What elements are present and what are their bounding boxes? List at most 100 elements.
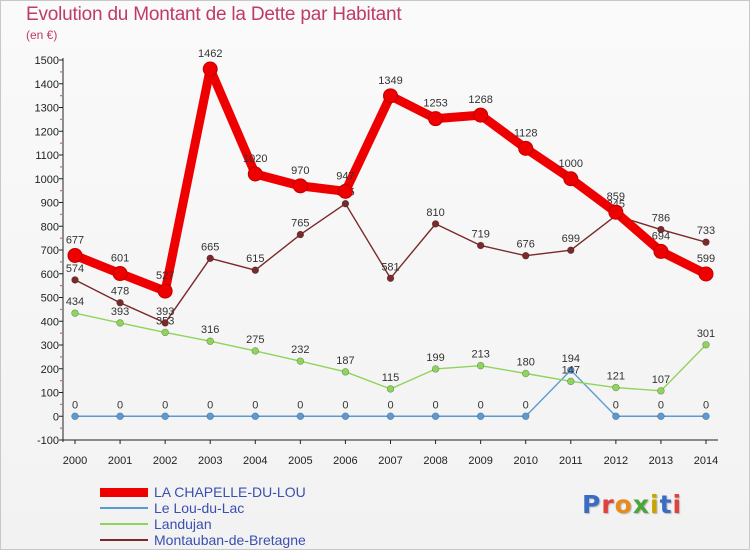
chart-unit-label: (en €) [26, 28, 58, 42]
data-point-landujan [702, 341, 710, 349]
legend-item: Montauban-de-Bretagne [100, 532, 400, 548]
x-tick-label: 2002 [153, 455, 177, 467]
y-tick-label: 100 [41, 388, 59, 400]
logo-letter: t [659, 490, 673, 519]
y-tick-label: 700 [41, 245, 59, 257]
legend-label: Montauban-de-Bretagne [154, 532, 306, 548]
data-label-le-lou-du-lac: 0 [387, 399, 393, 411]
data-point-montauban-de-bretagne [251, 266, 259, 274]
y-minor-tick [60, 427, 62, 429]
data-label-montauban-de-bretagne: 478 [111, 286, 129, 298]
x-tick-label: 2011 [559, 455, 583, 467]
data-point-landujan [71, 309, 79, 317]
data-label-landujan: 199 [426, 352, 444, 364]
proxiti-logo: Proxiti [582, 490, 682, 519]
x-tick-label: 2014 [694, 455, 718, 467]
y-tick-label: 600 [41, 269, 59, 281]
logo-letter: i [650, 490, 660, 519]
data-label-landujan: 121 [607, 371, 625, 383]
data-label-la-chapelle-du-lou: 601 [111, 253, 129, 265]
data-point-landujan [251, 347, 259, 355]
data-point-le-lou-du-lac [116, 412, 124, 420]
y-minor-tick [60, 403, 62, 406]
y-tick-label: 500 [41, 293, 59, 305]
data-point-le-lou-du-lac [702, 412, 710, 420]
data-label-landujan: 434 [66, 296, 84, 308]
y-minor-tick [60, 284, 62, 287]
logo-letter: P [582, 490, 602, 519]
data-point-landujan [567, 377, 575, 386]
data-point-le-lou-du-lac [567, 366, 575, 374]
data-label-landujan: 232 [291, 344, 309, 356]
data-label-montauban-de-bretagne: 719 [471, 228, 489, 240]
data-point-landujan [161, 328, 169, 337]
data-point-landujan [476, 361, 485, 370]
legend-item: LA CHAPELLE-DU-LOU [100, 484, 400, 500]
y-tick-label: -100 [37, 435, 59, 447]
data-label-le-lou-du-lac: 0 [342, 399, 348, 411]
data-point-montauban-de-bretagne [341, 199, 350, 208]
data-point-landujan [341, 368, 350, 376]
data-point-montauban-de-bretagne [702, 238, 710, 246]
data-point-montauban-de-bretagne [71, 276, 79, 284]
data-label-la-chapelle-du-lou: 859 [607, 191, 625, 203]
data-label-le-lou-du-lac: 0 [252, 399, 258, 411]
x-tick-label: 2008 [423, 455, 447, 467]
data-label-landujan: 213 [471, 349, 489, 361]
x-tick-label: 2000 [63, 455, 87, 467]
x-tick-label: 2003 [198, 455, 222, 467]
data-point-le-lou-du-lac [612, 412, 620, 420]
data-point-landujan [657, 387, 665, 395]
y-minor-tick [60, 142, 62, 144]
data-point-montauban-de-bretagne [386, 274, 395, 282]
y-tick-label: 1500 [35, 55, 59, 67]
data-label-le-lou-du-lac: 0 [523, 399, 529, 411]
data-point-la-chapelle-du-lou [608, 204, 624, 220]
y-tick-label: 200 [41, 364, 59, 376]
data-label-montauban-de-bretagne: 733 [697, 225, 715, 237]
legend-label: Landujan [154, 516, 212, 532]
data-label-montauban-de-bretagne: 676 [517, 239, 535, 251]
data-label-le-lou-du-lac: 0 [658, 399, 664, 411]
data-point-la-chapelle-du-lou [247, 166, 263, 182]
data-point-montauban-de-bretagne [657, 225, 665, 234]
y-tick-label: 1300 [35, 103, 59, 115]
data-label-landujan: 180 [517, 357, 535, 369]
data-point-la-chapelle-du-lou [653, 243, 669, 259]
x-tick-label: 2010 [513, 455, 537, 467]
data-point-la-chapelle-du-lou [337, 183, 353, 199]
data-point-montauban-de-bretagne [476, 241, 485, 250]
data-point-landujan [296, 357, 305, 365]
data-point-la-chapelle-du-lou [518, 140, 534, 156]
data-label-la-chapelle-du-lou: 970 [291, 165, 309, 177]
data-point-le-lou-du-lac [161, 412, 169, 420]
y-tick-label: 1400 [35, 79, 59, 91]
data-point-le-lou-du-lac [341, 412, 350, 420]
data-point-la-chapelle-du-lou [67, 247, 83, 263]
y-minor-tick [60, 166, 62, 168]
data-point-le-lou-du-lac [386, 412, 395, 420]
logo-letter: o [614, 490, 633, 519]
legend-label: LA CHAPELLE-DU-LOU [154, 484, 306, 500]
logo-letter: x [632, 490, 650, 519]
legend-item: Landujan [100, 516, 400, 532]
data-label-landujan: 107 [652, 374, 670, 386]
data-point-landujan [116, 319, 124, 327]
data-point-le-lou-du-lac [296, 412, 305, 420]
y-tick-label: 1200 [35, 126, 59, 138]
data-point-le-lou-du-lac [206, 412, 214, 420]
data-point-le-lou-du-lac [71, 412, 79, 420]
legend-swatch [100, 539, 148, 541]
data-label-montauban-de-bretagne: 699 [562, 233, 580, 245]
data-label-la-chapelle-du-lou: 1253 [423, 98, 447, 110]
data-label-la-chapelle-du-lou: 1020 [243, 153, 267, 165]
y-minor-tick [60, 308, 62, 311]
data-point-la-chapelle-du-lou [473, 107, 489, 123]
data-label-montauban-de-bretagne: 615 [246, 253, 264, 265]
data-label-la-chapelle-du-lou: 599 [697, 253, 715, 265]
data-label-landujan: 147 [562, 364, 580, 376]
data-point-le-lou-du-lac [522, 412, 530, 420]
data-label-landujan: 393 [111, 306, 129, 318]
data-label-montauban-de-bretagne: 786 [652, 213, 670, 225]
x-tick-label: 2005 [288, 455, 312, 467]
